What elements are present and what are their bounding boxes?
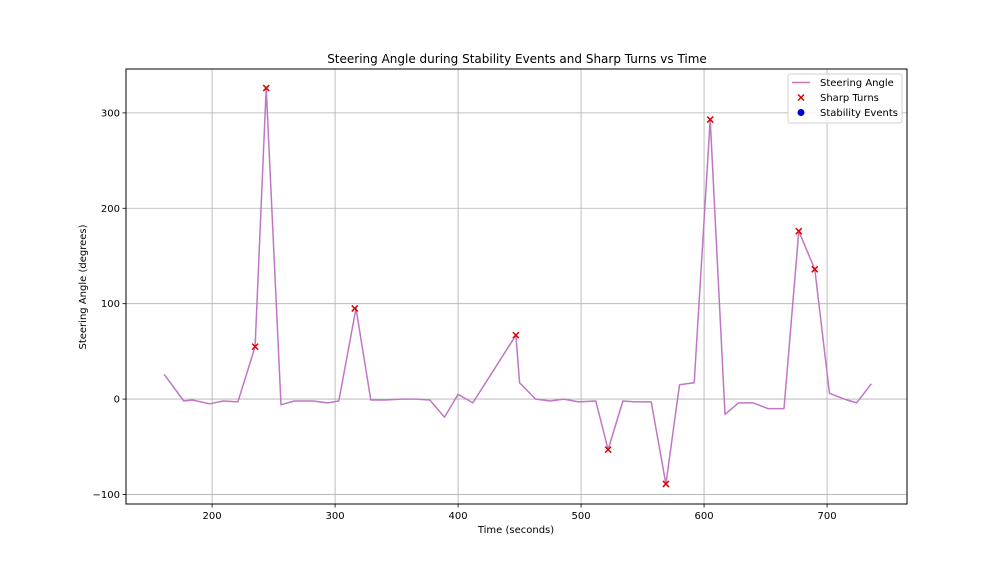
plot-series — [163, 84, 872, 488]
legend-label: Steering Angle — [820, 78, 894, 89]
y-tick-label: 100 — [101, 299, 120, 310]
y-tick-label: 200 — [101, 204, 120, 215]
sharp-turn-marker — [604, 446, 612, 454]
legend-frame — [787, 73, 903, 124]
x-tick-label: 200 — [203, 511, 222, 522]
y-tick-label: −100 — [93, 490, 120, 501]
plot-frame — [125, 68, 908, 505]
legend-dot-icon — [797, 109, 805, 116]
y-axis: −100 0 100 200 300 — [93, 108, 126, 501]
chart-title: Steering Angle during Stability Events a… — [327, 52, 707, 66]
x-tick-label: 300 — [326, 511, 345, 522]
y-tick-label: 0 — [114, 395, 120, 406]
y-axis-label: Steering Angle (degrees) — [78, 224, 89, 349]
x-tick-label: 700 — [818, 511, 837, 522]
x-axis: 200 300 400 500 600 700 — [203, 504, 837, 522]
legend-label: Stability Events — [820, 108, 898, 119]
x-tick-label: 600 — [695, 511, 714, 522]
sharp-turn-marker — [811, 265, 819, 273]
steering-angle-line — [163, 87, 872, 485]
sharp-turn-marker — [262, 84, 270, 92]
y-tick-label: 300 — [101, 108, 120, 119]
sharp-turn-marker — [662, 480, 670, 488]
legend-label: Sharp Turns — [820, 93, 879, 104]
sharp-turn-marker — [795, 227, 803, 235]
sharp-turn-marker — [351, 304, 359, 312]
sharp-turn-marker — [706, 116, 714, 124]
grid-lines — [126, 69, 907, 504]
sharp-turn-marker — [512, 331, 520, 339]
legend-x-marker-icon — [797, 93, 805, 102]
x-tick-label: 400 — [449, 511, 468, 522]
x-tick-label: 500 — [572, 511, 591, 522]
legend: Steering Angle Sharp Turns Stability Event… — [787, 73, 903, 124]
sharp-turn-marker — [251, 343, 259, 351]
x-axis-label: Time (seconds) — [477, 525, 554, 536]
